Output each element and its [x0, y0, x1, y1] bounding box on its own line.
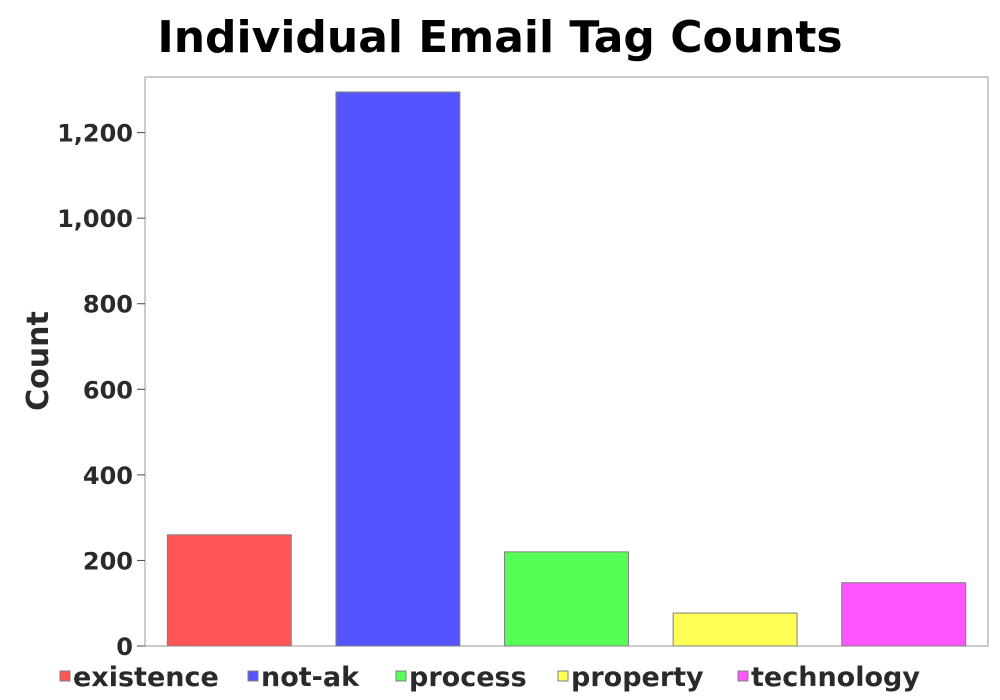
bar-technology — [841, 582, 967, 647]
legend-label-process: process — [409, 662, 527, 693]
legend: existence not-ak process property technology — [59, 662, 920, 693]
legend-label-technology: technology — [751, 662, 920, 693]
bar-property — [672, 612, 798, 647]
y-tick-label: 400 — [83, 462, 133, 490]
legend-label-existence: existence — [73, 662, 219, 693]
bar-existence — [166, 534, 292, 647]
bar-process — [504, 551, 629, 647]
y-tick-label: 1,000 — [57, 205, 133, 233]
y-tick-label: 800 — [83, 291, 133, 319]
legend-swatch-technology — [737, 670, 749, 682]
legend-label-property: property — [571, 662, 704, 693]
y-tick-label: 200 — [83, 547, 133, 575]
legend-swatch-existence — [59, 670, 71, 682]
y-tick-label: 1,200 — [57, 120, 133, 148]
y-tick-label: 0 — [116, 633, 133, 661]
legend-swatch-property — [557, 670, 569, 682]
legend-swatch-not-ak — [247, 670, 259, 682]
y-axis-label: Count — [21, 311, 56, 411]
bar-not-ak — [335, 91, 461, 647]
chart-title: Individual Email Tag Counts — [157, 12, 842, 63]
legend-swatch-process — [395, 670, 407, 682]
y-tick-label: 600 — [83, 376, 133, 404]
legend-label-not-ak: not-ak — [261, 662, 360, 693]
y-axis-ticks: 0 200 400 600 800 1,000 1,200 — [57, 120, 145, 661]
bars — [166, 91, 967, 647]
